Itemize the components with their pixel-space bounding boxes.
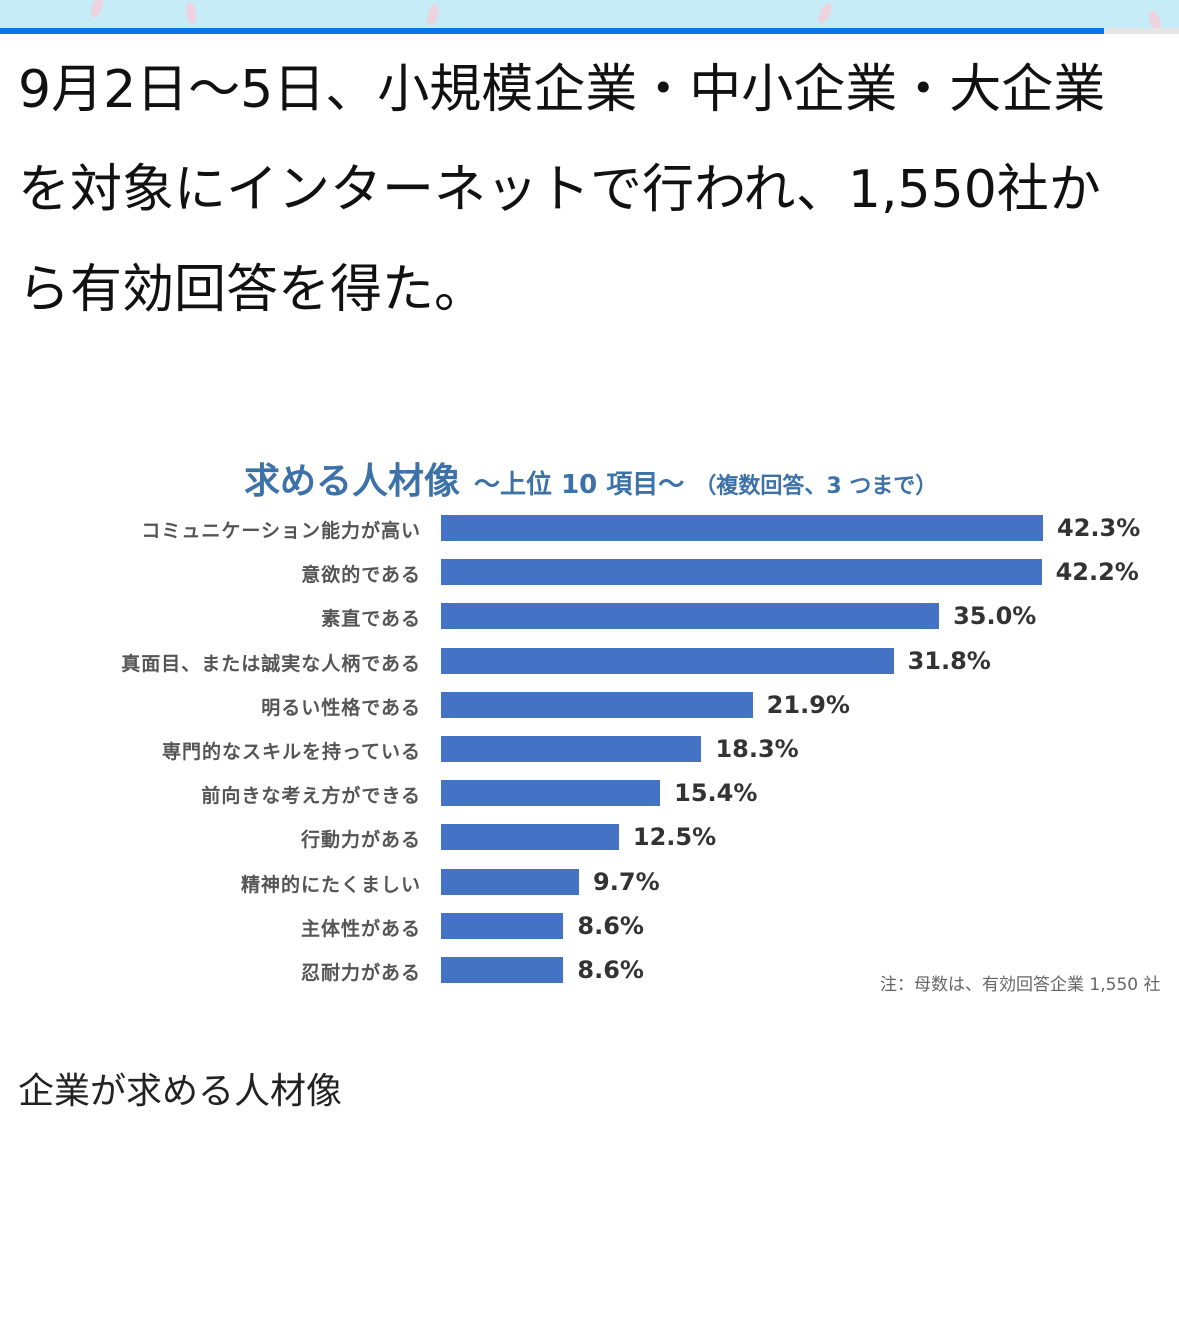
article-text: 9月2日〜5日、小規模企業・中小企業・大企業 を対象にインターネットで行われ、1… xyxy=(18,40,1179,340)
bar xyxy=(441,559,1042,586)
chart-title-main: 求める人材像 xyxy=(244,461,461,502)
bar xyxy=(441,647,894,674)
category-label: 真面目、または誠実な人柄である xyxy=(121,652,421,675)
value-label: 12.5% xyxy=(632,823,717,852)
bar xyxy=(441,824,619,851)
value-label: 15.4% xyxy=(674,779,758,808)
category-label: 素直である xyxy=(321,608,421,631)
bar xyxy=(441,780,661,807)
category-label: 明るい性格である xyxy=(261,696,421,719)
value-label: 8.6% xyxy=(577,956,644,984)
chart-footnote: 注：母数は、有効回答企業 1,550 社 xyxy=(880,975,1161,995)
bar xyxy=(441,912,564,939)
bar xyxy=(441,515,1043,541)
reading-progress-fill xyxy=(0,28,1104,34)
bar xyxy=(441,868,580,895)
article-line: 9月2日〜5日、小規模企業・中小企業・大企業 xyxy=(18,60,1106,120)
category-label: 行動力がある xyxy=(300,829,421,852)
header-banner xyxy=(0,0,1179,28)
value-label: 9.7% xyxy=(593,867,660,896)
category-label: 主体性がある xyxy=(300,917,421,940)
category-label: 専門的なスキルを持っている xyxy=(161,741,421,763)
image-caption: 企業が求める人材像 xyxy=(18,1071,343,1112)
value-label: 31.8% xyxy=(907,646,991,675)
category-label: 前向きな考え方ができる xyxy=(201,785,421,808)
category-label: 意欲的である xyxy=(301,564,421,587)
category-label: 精神的にたくましい xyxy=(240,873,421,896)
chart-subnote: （複数回答、3 つまで） xyxy=(694,474,938,499)
value-label: 8.6% xyxy=(577,911,644,940)
article-line: を対象にインターネットで行われ、1,550社か xyxy=(18,160,1101,220)
chart-title: 求める人材像 〜上位 10 項目〜 （複数回答、3 つまで） xyxy=(244,452,937,504)
value-label: 35.0% xyxy=(953,602,1037,631)
bar xyxy=(441,957,564,983)
value-label: 42.3% xyxy=(1057,514,1141,542)
category-label: コミュニケーション能力が高い xyxy=(141,520,421,542)
value-label: 42.2% xyxy=(1055,558,1139,587)
value-label: 21.9% xyxy=(766,690,850,719)
chart-subtitle: 〜上位 10 項目〜 xyxy=(474,470,685,500)
value-label: 18.3% xyxy=(715,735,799,763)
reading-progress-bar xyxy=(0,28,1179,34)
bar xyxy=(441,691,753,718)
category-label: 忍耐力がある xyxy=(300,962,421,984)
bar-chart: 求める人材像 〜上位 10 項目〜 （複数回答、3 つまで） 注：母数は、有効回答企… xyxy=(0,440,1179,1020)
bar xyxy=(441,736,702,762)
bar xyxy=(441,603,940,630)
article-line: ら有効回答を得た。 xyxy=(18,260,487,320)
